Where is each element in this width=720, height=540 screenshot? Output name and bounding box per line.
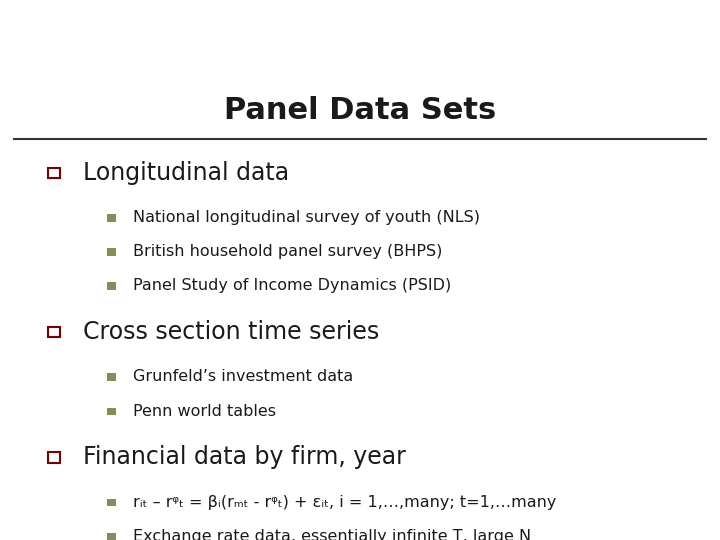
FancyBboxPatch shape (107, 282, 116, 290)
FancyBboxPatch shape (107, 533, 116, 540)
FancyBboxPatch shape (107, 498, 116, 506)
Text: Panel Data Sets: Panel Data Sets (224, 97, 496, 125)
Text: Grunfeld’s investment data: Grunfeld’s investment data (133, 369, 354, 384)
Text: Exchange rate data, essentially infinite T, large N: Exchange rate data, essentially infinite… (133, 529, 531, 540)
FancyBboxPatch shape (107, 248, 116, 256)
Text: British household panel survey (BHPS): British household panel survey (BHPS) (133, 244, 443, 259)
FancyBboxPatch shape (107, 214, 116, 222)
Text: Cross section time series: Cross section time series (83, 320, 379, 344)
FancyBboxPatch shape (107, 374, 116, 381)
Text: Longitudinal data: Longitudinal data (83, 160, 289, 185)
Text: Penn world tables: Penn world tables (133, 403, 276, 418)
Text: Financial data by firm, year: Financial data by firm, year (83, 445, 405, 469)
Text: rᵢₜ – rᵠₜ = βᵢ(rₘₜ - rᵠₜ) + εᵢₜ, i = 1,…,many; t=1,…many: rᵢₜ – rᵠₜ = βᵢ(rₘₜ - rᵠₜ) + εᵢₜ, i = 1,…… (133, 495, 557, 510)
Text: Panel Study of Income Dynamics (PSID): Panel Study of Income Dynamics (PSID) (133, 279, 451, 293)
FancyBboxPatch shape (107, 408, 116, 415)
Text: National longitudinal survey of youth (NLS): National longitudinal survey of youth (N… (133, 210, 480, 225)
